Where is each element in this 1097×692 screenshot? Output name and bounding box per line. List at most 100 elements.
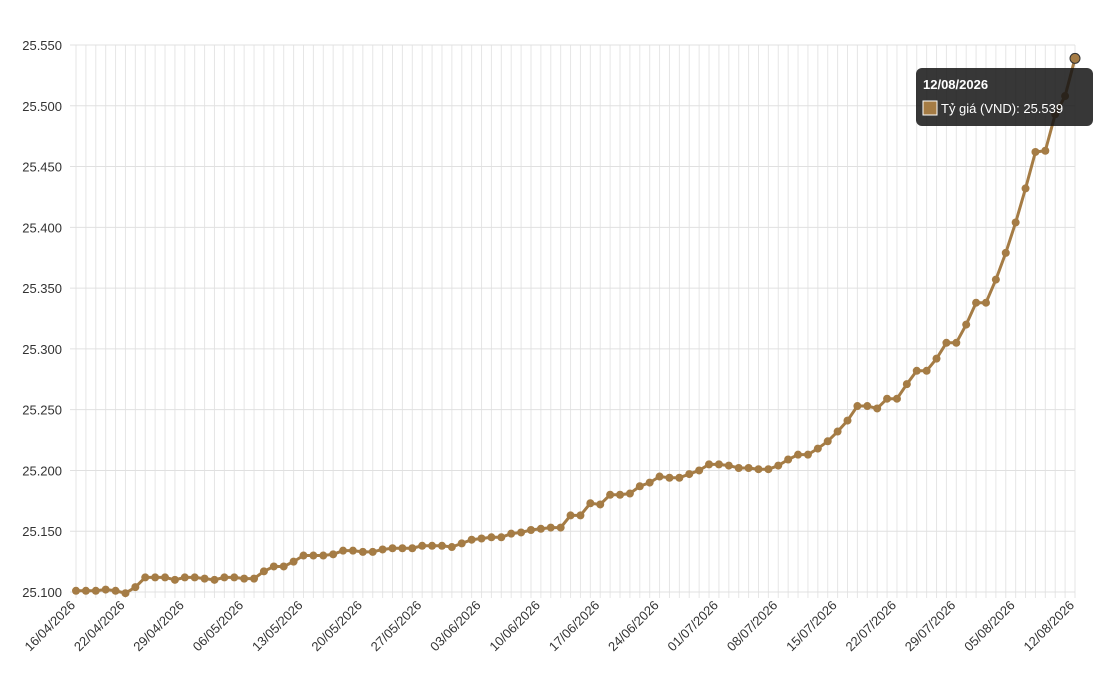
point bbox=[754, 465, 763, 474]
point bbox=[497, 533, 506, 542]
point bbox=[635, 482, 644, 491]
tooltip-title: 12/08/2026 bbox=[923, 77, 988, 92]
point bbox=[991, 275, 1000, 284]
point bbox=[517, 528, 526, 537]
point bbox=[131, 583, 140, 592]
point bbox=[764, 465, 773, 474]
point bbox=[457, 539, 466, 548]
y-tick-label: 25.350 bbox=[22, 281, 62, 296]
point bbox=[299, 551, 308, 560]
point bbox=[744, 464, 753, 473]
y-tick-label: 25.500 bbox=[22, 99, 62, 114]
x-tick-label: 22/04/2026 bbox=[71, 598, 128, 655]
point bbox=[101, 585, 110, 594]
point bbox=[507, 529, 516, 538]
point bbox=[437, 541, 446, 550]
point bbox=[477, 534, 486, 543]
point bbox=[467, 535, 476, 544]
point bbox=[546, 523, 555, 532]
x-tick-label: 12/08/2026 bbox=[1020, 598, 1077, 655]
tooltip: 12/08/2026 Tỷ giá (VND): 25.539 bbox=[916, 68, 1093, 126]
x-tick-label: 10/06/2026 bbox=[486, 598, 543, 655]
point bbox=[1001, 248, 1010, 257]
x-tick-label: 24/06/2026 bbox=[605, 598, 662, 655]
point bbox=[329, 550, 338, 559]
point bbox=[774, 461, 783, 470]
point bbox=[220, 573, 229, 582]
point bbox=[72, 586, 80, 595]
x-tick-label: 08/07/2026 bbox=[724, 598, 781, 655]
point bbox=[309, 551, 318, 560]
point bbox=[289, 557, 298, 566]
x-tick-label: 29/07/2026 bbox=[902, 598, 959, 655]
x-tick-label: 17/06/2026 bbox=[546, 598, 603, 655]
x-tick-label: 22/07/2026 bbox=[842, 598, 899, 655]
point bbox=[487, 533, 496, 542]
point bbox=[873, 404, 882, 413]
point bbox=[141, 573, 150, 582]
point bbox=[685, 470, 694, 479]
point bbox=[922, 366, 931, 375]
point bbox=[784, 455, 793, 464]
point bbox=[892, 394, 901, 403]
point bbox=[388, 544, 397, 553]
point bbox=[378, 545, 387, 554]
y-tick-label: 25.100 bbox=[22, 585, 62, 600]
tooltip-label: Tỷ giá (VND): 25.539 bbox=[941, 101, 1063, 116]
point bbox=[526, 526, 535, 535]
point bbox=[932, 354, 941, 363]
point bbox=[447, 543, 456, 552]
point bbox=[91, 586, 100, 595]
point bbox=[428, 541, 437, 550]
point bbox=[240, 574, 249, 583]
point bbox=[823, 437, 832, 446]
point bbox=[1021, 184, 1030, 193]
x-tick-label: 13/05/2026 bbox=[249, 598, 306, 655]
point bbox=[358, 547, 367, 556]
point bbox=[616, 490, 625, 499]
point bbox=[81, 586, 90, 595]
point bbox=[952, 338, 961, 347]
point bbox=[368, 547, 377, 556]
x-tick-label: 05/08/2026 bbox=[961, 598, 1018, 655]
point bbox=[180, 573, 189, 582]
y-tick-label: 25.150 bbox=[22, 524, 62, 539]
point bbox=[794, 450, 803, 459]
y-tick-label: 25.300 bbox=[22, 342, 62, 357]
point bbox=[319, 551, 328, 560]
tooltip-box bbox=[916, 68, 1093, 126]
point bbox=[279, 562, 288, 571]
point bbox=[418, 541, 427, 550]
point bbox=[269, 562, 278, 571]
point bbox=[942, 338, 951, 347]
point bbox=[1069, 52, 1081, 64]
point bbox=[606, 490, 615, 499]
point bbox=[1041, 146, 1050, 155]
point bbox=[912, 366, 921, 375]
point bbox=[586, 499, 595, 508]
point bbox=[170, 575, 179, 584]
point bbox=[576, 511, 585, 520]
point bbox=[200, 574, 209, 583]
point bbox=[259, 567, 268, 576]
point bbox=[843, 416, 852, 425]
point bbox=[250, 574, 259, 583]
point bbox=[161, 573, 170, 582]
point bbox=[408, 544, 417, 553]
point bbox=[556, 523, 565, 532]
point bbox=[863, 402, 872, 411]
point bbox=[625, 489, 634, 498]
point bbox=[230, 573, 239, 582]
point bbox=[714, 460, 723, 469]
point bbox=[883, 394, 892, 403]
point bbox=[695, 466, 704, 475]
point bbox=[210, 575, 219, 584]
x-tick-label: 01/07/2026 bbox=[664, 598, 721, 655]
x-tick-label: 16/04/2026 bbox=[21, 598, 78, 655]
tooltip-swatch bbox=[922, 100, 938, 116]
point bbox=[902, 380, 911, 389]
point bbox=[1011, 218, 1020, 227]
point bbox=[348, 546, 357, 555]
point bbox=[111, 586, 120, 595]
